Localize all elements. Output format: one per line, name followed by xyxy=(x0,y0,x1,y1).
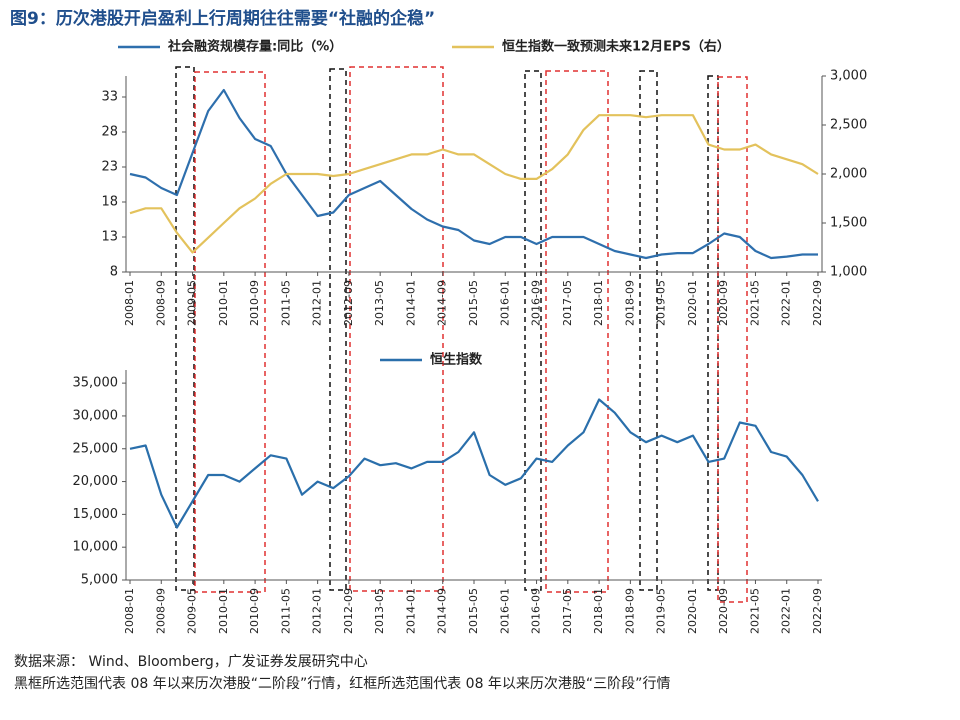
x-tick-label: 2022-01 xyxy=(780,588,793,634)
x-tick-label: 2017-05 xyxy=(561,588,574,634)
x-tick-label: 2018-09 xyxy=(623,588,636,634)
x-tick-label: 2014-01 xyxy=(404,588,417,634)
y2-tick-label: 2,000 xyxy=(830,167,867,182)
note: 黑框所选范围代表 08 年以来历次港股“二阶段”行情，红框所选范围代表 08 年… xyxy=(14,676,671,692)
x-tick-label: 2019-05 xyxy=(655,280,668,326)
y-tick-label: 23 xyxy=(101,160,118,175)
black-box xyxy=(329,68,347,591)
y2-tick-label: 2,500 xyxy=(830,118,867,133)
y-tick-label: 30,000 xyxy=(73,408,119,423)
x-tick-label: 2008-01 xyxy=(123,280,136,326)
red-box xyxy=(349,66,444,592)
x-tick-label: 2017-05 xyxy=(561,280,574,326)
x-tick-label: 2008-01 xyxy=(123,588,136,634)
y-tick-label: 10,000 xyxy=(73,540,119,555)
y-tick-label: 8 xyxy=(110,265,118,280)
x-tick-label: 2010-01 xyxy=(217,588,230,634)
black-box xyxy=(639,70,658,591)
x-tick-label: 2014-01 xyxy=(404,280,417,326)
y2-tick-label: 3,000 xyxy=(830,69,867,84)
x-tick-label: 2013-05 xyxy=(373,588,386,634)
y-tick-label: 25,000 xyxy=(73,441,119,456)
x-tick-label: 2009-05 xyxy=(186,280,199,326)
x-tick-label: 2011-05 xyxy=(279,280,292,326)
x-tick-label: 2012-01 xyxy=(311,280,324,326)
black-box xyxy=(524,70,542,591)
x-tick-label: 2015-05 xyxy=(467,588,480,634)
x-tick-label: 2021-05 xyxy=(748,280,761,326)
y2-tick-label: 1,500 xyxy=(830,216,867,231)
x-tick-label: 2022-09 xyxy=(811,588,824,634)
x-tick-label: 2016-01 xyxy=(498,280,511,326)
x-tick-label: 2020-09 xyxy=(717,280,730,326)
x-tick-label: 2008-09 xyxy=(154,588,167,634)
title: 图9：历次港股开启盈利上行周期往往需要“社融的企稳” xyxy=(10,9,436,29)
x-tick-label: 2021-05 xyxy=(748,588,761,634)
x-tick-label: 2010-09 xyxy=(248,280,261,326)
chart: 8 13 18 23 28 33 1,000 1,500 2,000 2,500 3,000 2008… xyxy=(73,39,868,634)
source: 数据来源： Wind、Bloomberg，广发证券发展研究中心 xyxy=(14,654,368,670)
y-tick-label: 20,000 xyxy=(73,474,119,489)
y-tick-label: 13 xyxy=(101,230,118,245)
x-tick-label: 2018-01 xyxy=(592,280,605,326)
series-line xyxy=(129,398,819,529)
x-tick-label: 2013-05 xyxy=(373,280,386,326)
y-tick-label: 18 xyxy=(101,195,118,210)
x-tick-label: 2022-01 xyxy=(780,280,793,326)
x-tick-label: 2009-05 xyxy=(186,588,199,634)
red-box xyxy=(194,71,266,593)
period-boxes xyxy=(175,66,748,603)
black-box xyxy=(707,75,719,591)
y-tick-label: 5,000 xyxy=(81,573,118,588)
x-tick-label: 2010-01 xyxy=(217,280,230,326)
x-tick-label: 2012-09 xyxy=(342,280,355,326)
x-tick-label: 2020-01 xyxy=(686,280,699,326)
red-box xyxy=(717,76,748,603)
x-tick-label: 2018-09 xyxy=(623,280,636,326)
x-tick-label: 2014-09 xyxy=(436,588,449,634)
x-tick-label: 2015-05 xyxy=(467,280,480,326)
legend-label: 恒生指数 xyxy=(430,352,483,368)
x-tick-label: 2016-09 xyxy=(530,588,543,634)
x-tick-label: 2010-09 xyxy=(248,588,261,634)
x-tick-label: 2022-09 xyxy=(811,280,824,326)
y-tick-label: 15,000 xyxy=(73,507,119,522)
x-tick-label: 2011-05 xyxy=(279,588,292,634)
legend-label: 社会融资规模存量:同比（%） xyxy=(167,39,342,55)
y2-tick-label: 1,000 xyxy=(830,265,867,280)
x-tick-label: 2012-01 xyxy=(311,588,324,634)
x-tick-label: 2020-01 xyxy=(686,588,699,634)
y-tick-label: 33 xyxy=(101,90,118,105)
black-box xyxy=(175,66,195,591)
series-line xyxy=(129,114,819,254)
legend-label: 恒生指数一致预测未来12月EPS（右） xyxy=(502,39,730,55)
y-tick-label: 35,000 xyxy=(73,376,119,391)
x-tick-label: 2020-09 xyxy=(717,588,730,634)
red-box xyxy=(545,70,609,593)
x-tick-label: 2016-01 xyxy=(498,588,511,634)
y-tick-label: 28 xyxy=(101,125,118,140)
x-tick-label: 2012-09 xyxy=(342,588,355,634)
series-line xyxy=(129,88,818,260)
x-tick-label: 2014-09 xyxy=(436,280,449,326)
x-tick-label: 2019-05 xyxy=(655,588,668,634)
x-tick-label: 2018-01 xyxy=(592,588,605,634)
x-tick-label: 2016-09 xyxy=(530,280,543,326)
x-tick-label: 2008-09 xyxy=(154,280,167,326)
